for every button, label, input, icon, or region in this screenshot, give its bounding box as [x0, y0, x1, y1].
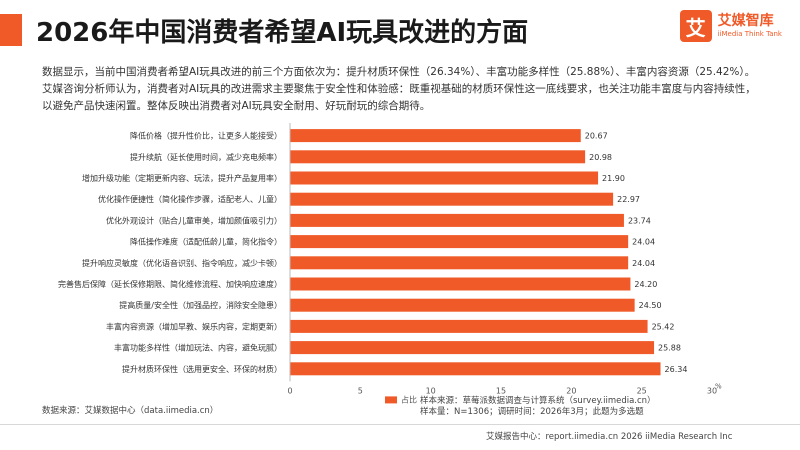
logo-name-cn: 艾媒智库	[717, 13, 774, 29]
bar	[290, 277, 631, 291]
category-label: 增加升级功能（定期更新内容、玩法，提升产品复用率）	[82, 173, 282, 183]
brand-logo: 艾 艾媒智库 iiMedia Think Tank	[679, 10, 782, 42]
bar	[290, 362, 661, 376]
bar	[290, 319, 648, 333]
bar	[290, 213, 624, 227]
x-tick-label: 0	[287, 386, 292, 395]
category-label: 丰富功能多样性（增加玩法、内容，避免玩腻）	[114, 343, 282, 353]
category-label: 优化外观设计（贴合儿童审美，增加颜值吸引力）	[106, 215, 282, 225]
x-tick-label: 20	[566, 386, 576, 395]
value-label: 23.74	[628, 216, 651, 225]
logo-text: 艾媒智库 iiMedia Think Tank	[718, 13, 782, 39]
value-label: 20.67	[585, 132, 608, 141]
category-label: 提升响应灵敏度（优化语音识别、指令响应，减少卡顿）	[82, 258, 282, 268]
sample-source: 样本来源：草莓派数据调查与计算系统（survey.iimedia.cn）	[420, 396, 656, 406]
logo-name-en: iiMedia Think Tank	[717, 30, 782, 38]
bar	[290, 256, 629, 270]
category-label: 提升材质环保性（选用更安全、环保的材质）	[122, 364, 282, 374]
category-label: 优化操作便捷性（简化操作步骤，适配老人、儿童）	[98, 194, 282, 204]
bar	[290, 150, 586, 164]
x-axis-unit: %	[715, 382, 722, 390]
sample-size: 样本量：N=1306；调研时间：2026年3月；此题为多选题	[420, 407, 644, 417]
category-label: 提高质量/安全性（加强品控，消除安全隐患）	[119, 300, 282, 310]
bar	[290, 235, 629, 249]
page-title: 2026年中国消费者希望AI玩具改进的方面	[36, 18, 529, 48]
x-tick-label: 10	[426, 386, 436, 395]
value-label: 24.04	[632, 259, 655, 268]
bar	[290, 341, 655, 355]
value-label: 25.42	[652, 322, 675, 331]
summary-text: 数据显示，当前中国消费者希望AI玩具改进的前三个方面依次为：提升材质环保性（26…	[42, 66, 756, 112]
legend-label: 占比	[401, 394, 417, 404]
x-tick-label: 15	[496, 386, 506, 395]
bar	[290, 129, 581, 143]
x-tick-label: 30	[707, 386, 717, 395]
footer-divider	[0, 424, 800, 425]
value-label: 24.50	[639, 301, 662, 310]
footer-text: 艾媒报告中心：report.iimedia.cn 2026 iiMedia Re…	[486, 432, 733, 442]
data-source: 数据来源：艾媒数据中心（data.iimedia.cn）	[42, 406, 219, 416]
value-label: 24.20	[634, 280, 657, 289]
category-label: 降低操作难度（适配低龄儿童，简化指令）	[130, 237, 282, 247]
title-accent-bar	[0, 14, 22, 46]
value-label: 20.98	[589, 153, 612, 162]
x-tick-label: 25	[637, 386, 647, 395]
value-label: 26.34	[665, 365, 688, 374]
x-tick-label: 5	[358, 386, 363, 395]
logo-mark-icon: 艾	[679, 10, 712, 42]
category-label: 降低价格（提升性价比，让更多人能接受）	[130, 131, 282, 141]
legend-swatch	[385, 396, 397, 404]
category-label: 丰富内容资源（增加早教、娱乐内容，定期更新）	[106, 321, 282, 331]
bar	[290, 192, 614, 206]
sample-info: 样本来源：草莓派数据调查与计算系统（survey.iimedia.cn） 样本量…	[420, 396, 656, 418]
bar	[290, 171, 599, 185]
value-label: 25.88	[658, 344, 681, 353]
bar	[290, 298, 635, 312]
category-label: 完善售后保障（延长保修期限、简化维修流程、加快响应速度）	[58, 279, 282, 289]
category-label: 提升续航（延长使用时间，减少充电频率）	[130, 152, 282, 162]
value-label: 22.97	[617, 195, 640, 204]
value-label: 21.90	[602, 174, 625, 183]
value-label: 24.04	[632, 238, 655, 247]
